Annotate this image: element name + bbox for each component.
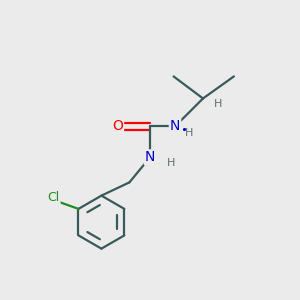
Text: H: H	[167, 158, 176, 168]
Text: N: N	[170, 119, 180, 134]
Text: O: O	[112, 119, 123, 134]
Text: N: N	[145, 150, 155, 164]
Text: Cl: Cl	[47, 191, 60, 205]
Text: H: H	[214, 99, 223, 109]
Text: H: H	[185, 128, 193, 138]
